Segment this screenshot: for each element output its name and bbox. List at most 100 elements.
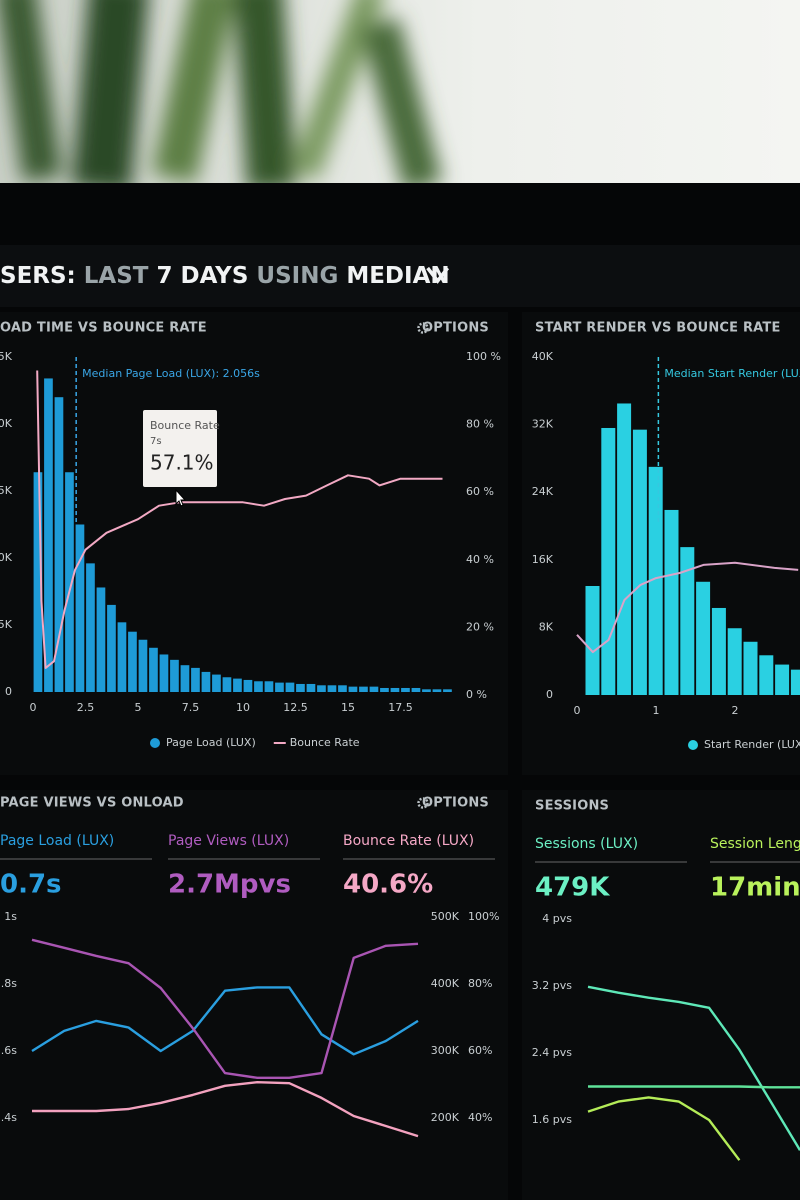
histogram-bar bbox=[44, 378, 53, 692]
median-label: Median Start Render (LUX): bbox=[664, 367, 800, 380]
y3-tick-label: 80% bbox=[468, 977, 492, 990]
histogram-bar bbox=[317, 685, 326, 692]
y2-tick-label: 100 % bbox=[466, 350, 501, 363]
histogram-bar bbox=[348, 686, 358, 692]
histogram-bar bbox=[359, 686, 368, 692]
histogram-bar bbox=[369, 686, 379, 692]
histogram-bar bbox=[743, 641, 758, 695]
x-tick-label: 2 bbox=[732, 704, 739, 717]
x-tick-label: 10 bbox=[236, 701, 250, 714]
y-tick-label: 16K bbox=[532, 553, 554, 566]
series-line bbox=[32, 1081, 419, 1138]
histogram-bar bbox=[664, 509, 679, 695]
histogram-bar bbox=[648, 466, 663, 695]
histogram-bar bbox=[159, 654, 169, 692]
series-line bbox=[576, 561, 799, 654]
y3-tick-label: 60% bbox=[468, 1044, 492, 1057]
kpi-value: 17min bbox=[710, 873, 800, 903]
page-heading: SERS: LAST 7 DAYS USING MEDIAN bbox=[0, 263, 450, 289]
histogram-bar bbox=[696, 581, 711, 695]
series-line bbox=[587, 985, 800, 1151]
tooltip-title: Bounce Rate bbox=[150, 419, 220, 432]
histogram-bar bbox=[306, 683, 316, 692]
y2-tick-label: 500K bbox=[431, 910, 460, 923]
chevron bbox=[426, 266, 450, 284]
chart-title: START RENDER VS BOUNCE RATE bbox=[535, 321, 781, 336]
histogram-bar bbox=[96, 587, 106, 692]
y-tick-label: 1s bbox=[4, 910, 17, 923]
x-tick-label: 5 bbox=[135, 701, 142, 714]
histogram-bar bbox=[75, 524, 85, 692]
y3-tick-label: 100% bbox=[468, 910, 499, 923]
gear-icon bbox=[417, 322, 429, 334]
kpi-value: 0.7s bbox=[0, 870, 62, 900]
legend-swatch bbox=[150, 738, 160, 748]
y-tick-label: 4 pvs bbox=[542, 912, 572, 925]
y-tick-label: 0K bbox=[0, 417, 13, 430]
y-tick-label: 0 bbox=[5, 685, 12, 698]
histogram-bar bbox=[117, 622, 127, 692]
histogram-bar bbox=[170, 659, 179, 692]
histogram-bar bbox=[432, 689, 442, 692]
legend-label: Page Load (LUX) bbox=[166, 736, 256, 749]
histogram-bar bbox=[790, 669, 800, 695]
histogram-bar bbox=[585, 585, 600, 695]
tooltip bbox=[143, 410, 217, 487]
histogram-bar bbox=[617, 403, 632, 695]
x-tick-label: 7.5 bbox=[182, 701, 200, 714]
y2-tick-label: 80 % bbox=[466, 418, 494, 431]
gear-icon bbox=[417, 797, 429, 809]
median-label: Median Page Load (LUX): 2.056s bbox=[82, 367, 260, 380]
y-tick-label: 5K bbox=[0, 618, 13, 631]
histogram-bar bbox=[380, 687, 389, 692]
histogram-bar bbox=[296, 683, 305, 692]
chart-title: SESSIONS bbox=[535, 799, 609, 814]
histogram-bar bbox=[338, 685, 347, 692]
histogram-bar bbox=[201, 671, 211, 692]
histogram-bar bbox=[411, 687, 421, 692]
histogram-bar bbox=[86, 563, 95, 692]
histogram-bar bbox=[233, 678, 242, 692]
options-button[interactable]: OPTIONS bbox=[422, 796, 489, 811]
y2-tick-label: 40 % bbox=[466, 553, 494, 566]
tooltip-value: 57.1% bbox=[150, 451, 214, 475]
options-button[interactable]: OPTIONS bbox=[422, 321, 489, 336]
chart-title: PAGE VIEWS VS ONLOAD bbox=[0, 796, 184, 811]
histogram-bar bbox=[65, 472, 74, 692]
y-tick-label: 0.8s bbox=[0, 977, 17, 990]
y-tick-label: 2.4 pvs bbox=[532, 1046, 572, 1059]
series-line bbox=[31, 986, 419, 1056]
histogram-bar bbox=[107, 604, 116, 692]
x-tick-label: 1 bbox=[653, 704, 660, 717]
kpi-value: 2.7Mpvs bbox=[168, 870, 291, 900]
y-tick-label: 5K bbox=[0, 484, 13, 497]
heading-part: 7 DAYS bbox=[156, 263, 248, 289]
y-tick-label: 8K bbox=[539, 620, 554, 633]
heading-part: SERS: bbox=[0, 263, 76, 289]
legend-label: Bounce Rate bbox=[290, 736, 360, 749]
y2-tick-label: 0 % bbox=[466, 688, 487, 701]
kpi-value: 479K bbox=[535, 873, 610, 903]
x-tick-label: 17.5 bbox=[388, 701, 413, 714]
histogram-bar bbox=[54, 397, 64, 692]
y3-tick-label: 40% bbox=[468, 1111, 492, 1124]
legend-label: Start Render (LUX) bbox=[704, 738, 800, 751]
histogram-bar bbox=[390, 687, 400, 692]
kpi-label: Page Load (LUX) bbox=[0, 833, 114, 849]
histogram-bar bbox=[680, 547, 695, 695]
y-tick-label: 1.6 pvs bbox=[532, 1113, 572, 1126]
histogram-bar bbox=[275, 682, 284, 692]
y-tick-label: 0.4s bbox=[0, 1111, 17, 1124]
series-line bbox=[36, 370, 443, 669]
histogram-bar bbox=[33, 472, 43, 692]
y-tick-label: 32K bbox=[532, 418, 554, 431]
histogram-bar bbox=[327, 685, 337, 692]
y-tick-label: 5K bbox=[0, 350, 13, 363]
y2-tick-label: 20 % bbox=[466, 620, 494, 633]
histogram-bar bbox=[443, 689, 452, 692]
kpi-value: 40.6% bbox=[343, 870, 433, 900]
histogram-bar bbox=[632, 429, 647, 695]
